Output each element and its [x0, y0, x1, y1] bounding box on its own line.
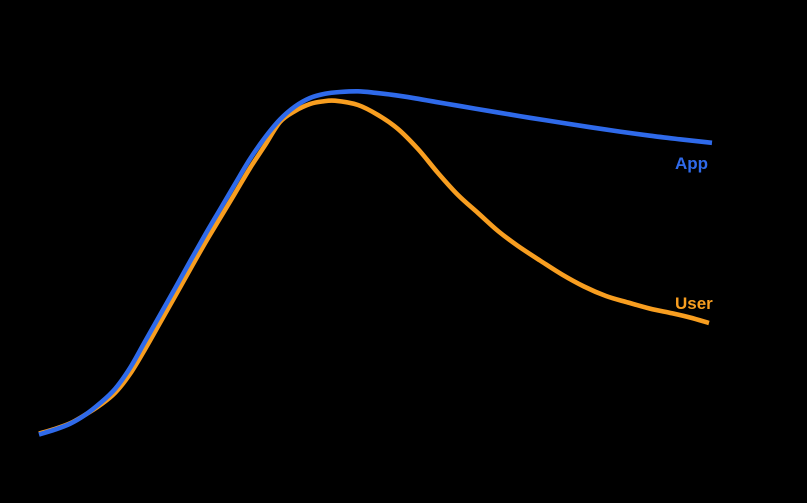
svg-text:App: App: [675, 154, 708, 173]
svg-text:User: User: [675, 294, 713, 313]
